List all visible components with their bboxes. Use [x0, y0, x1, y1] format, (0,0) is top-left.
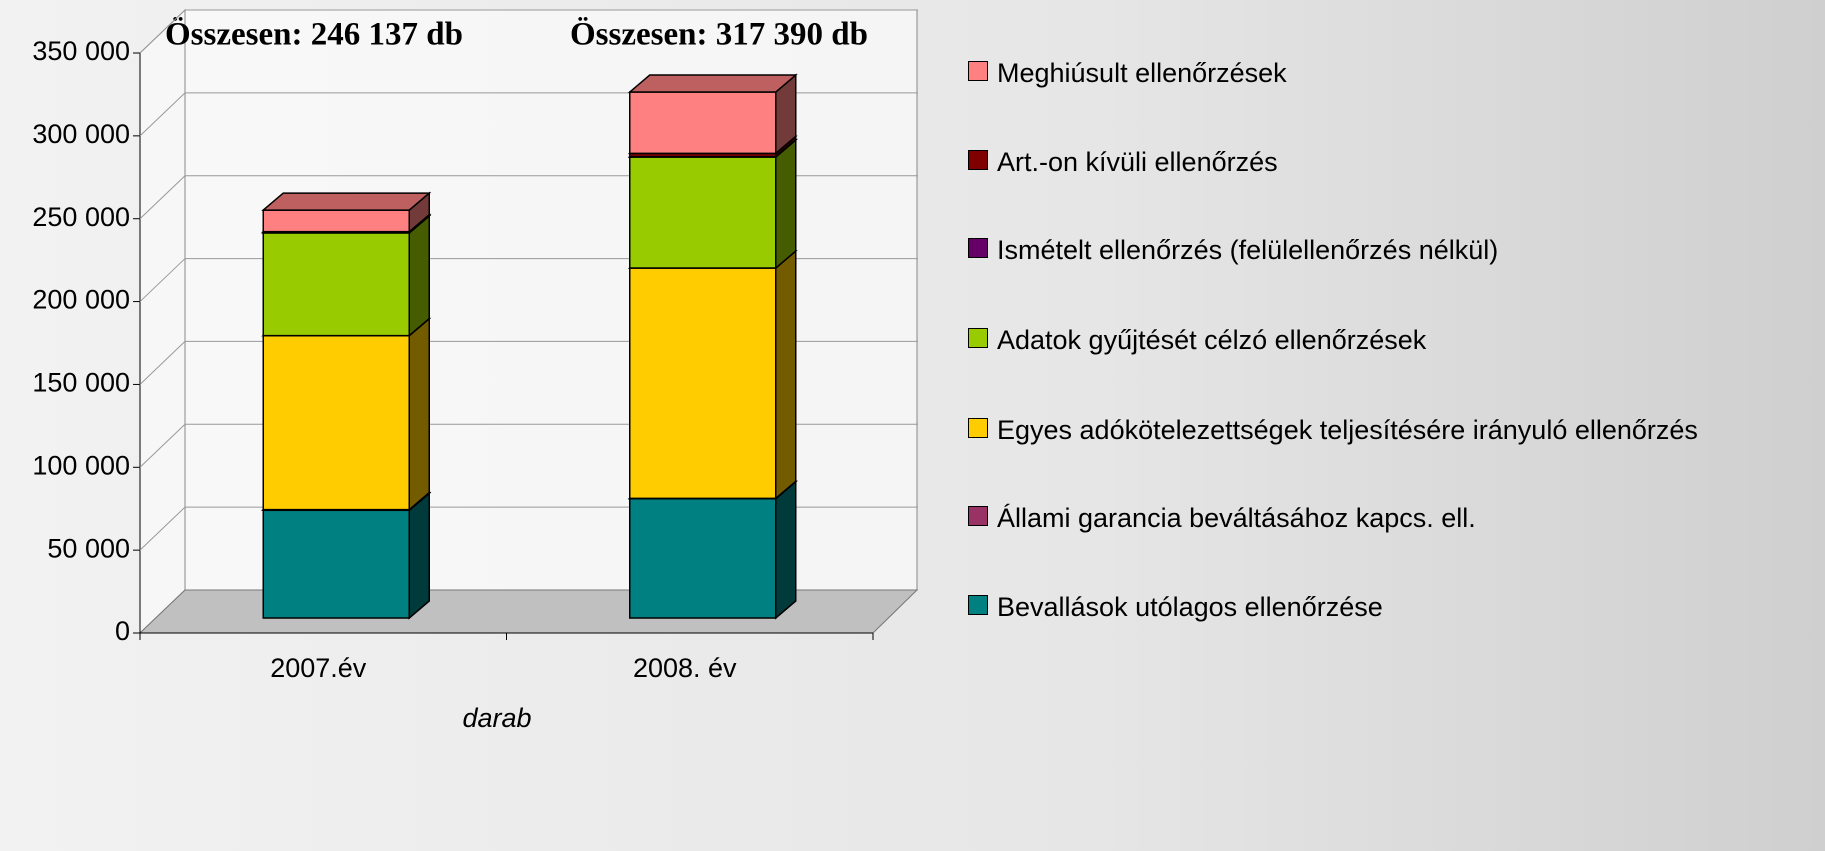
legend-swatch	[968, 506, 988, 526]
bar-segment	[262, 334, 410, 511]
legend-label: Állami garancia beváltásához kapcs. ell.	[997, 503, 1476, 533]
y-tick-label: 50 000	[47, 533, 130, 563]
bar-side	[775, 480, 797, 620]
legend-item: Art.-on kívüli ellenőrzés	[968, 144, 1818, 180]
annotation: Összesen: 246 137 db	[165, 16, 463, 53]
bar-top	[627, 74, 798, 93]
bar-top	[261, 192, 432, 211]
y-tick-label: 200 000	[32, 285, 130, 315]
legend-item: Meghiúsult ellenőrzések	[968, 55, 1818, 91]
bar-segment	[629, 156, 777, 269]
bar-side	[775, 138, 797, 270]
bar-segment	[629, 267, 777, 500]
bar-side	[775, 249, 797, 500]
grid-line	[139, 9, 918, 54]
x-tick-label: 2008. év	[633, 653, 737, 683]
annotation: Összesen: 317 390 db	[570, 16, 868, 53]
bar-segment	[262, 232, 410, 337]
legend-label: Bevallások utólagos ellenőrzése	[997, 592, 1383, 622]
floor	[138, 589, 919, 634]
y-tick-label: 300 000	[32, 119, 130, 149]
bar-segment	[262, 209, 410, 233]
legend-label: Ismételt ellenőrzés (felülellenőrzés nél…	[997, 235, 1499, 265]
bar-side	[408, 317, 430, 512]
legend-item: Ismételt ellenőrzés (felülellenőrzés nél…	[968, 232, 1818, 268]
legend-label: Art.-on kívüli ellenőrzés	[997, 147, 1278, 177]
legend-swatch	[968, 238, 988, 258]
legend-swatch	[968, 328, 988, 348]
x-axis-label: darab	[462, 703, 531, 733]
y-tick-label: 0	[115, 616, 130, 646]
legend-swatch	[968, 418, 988, 438]
legend-swatch	[968, 150, 988, 170]
legend-swatch	[968, 61, 988, 81]
x-tick-label: 2007.év	[270, 653, 367, 683]
bar-side	[408, 214, 430, 338]
legend-item: Állami garancia beváltásához kapcs. ell.	[968, 500, 1818, 536]
y-tick-label: 150 000	[32, 368, 130, 398]
y-tick-label: 250 000	[32, 202, 130, 232]
plot-area	[138, 8, 919, 635]
side-wall	[139, 8, 186, 635]
legend-label: Egyes adókötelezettségek teljesítésére i…	[997, 415, 1698, 445]
legend-label: Meghiúsult ellenőrzések	[997, 58, 1287, 88]
bar-side	[408, 491, 430, 620]
y-tick-label: 100 000	[32, 450, 130, 480]
bar-segment	[629, 91, 777, 155]
bar-segment	[262, 509, 410, 619]
y-tick-label: 350 000	[32, 36, 130, 66]
legend-item: Bevallások utólagos ellenőrzése	[968, 589, 1818, 625]
legend-item: Adatok gyűjtését célzó ellenőrzések	[968, 322, 1818, 358]
legend-item: Egyes adókötelezettségek teljesítésére i…	[968, 412, 1818, 448]
legend-label: Adatok gyűjtését célzó ellenőrzések	[997, 325, 1427, 355]
legend-swatch	[968, 595, 988, 615]
bar-segment	[629, 497, 777, 619]
